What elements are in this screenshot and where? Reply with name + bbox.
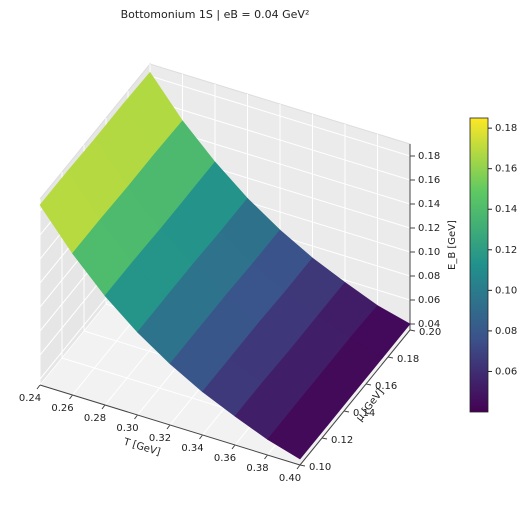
x-axis-line [39, 384, 301, 466]
y-tick-label: 0.12 [331, 435, 353, 446]
colorbar-tick-label: 0.12 [495, 245, 517, 256]
x-tick-label: 0.36 [214, 453, 236, 464]
z-axis-label: E_B [GeV] [447, 220, 458, 270]
colorbar [469, 117, 489, 413]
colorbar-tick-label: 0.14 [495, 204, 517, 215]
chart-title: Bottomonium 1S | eB = 0.04 GeV² [121, 8, 310, 21]
x-tick-label: 0.28 [84, 413, 106, 424]
x-tick-label: 0.26 [51, 403, 73, 414]
x-tick-label: 0.34 [181, 443, 203, 454]
z-tick-label: 0.08 [418, 271, 440, 282]
x-tick-label: 0.30 [116, 423, 138, 434]
colorbar-tick-label: 0.08 [495, 326, 517, 337]
z-tick-label: 0.18 [418, 151, 440, 162]
colorbar-tick-label: 0.10 [495, 285, 517, 296]
y-tick-label: 0.18 [397, 354, 419, 365]
z-tick-label: 0.12 [418, 223, 440, 234]
z-tick-label: 0.04 [418, 319, 440, 330]
x-tick-label: 0.32 [149, 433, 171, 444]
colorbar-tick-label: 0.18 [495, 123, 517, 134]
colorbar-tick-label: 0.16 [495, 164, 517, 175]
y-tick-label: 0.14 [353, 408, 375, 419]
x-tick [36, 384, 41, 390]
y-tick [409, 329, 416, 332]
x-tick [199, 434, 203, 440]
y-tick-label: 0.16 [375, 381, 397, 392]
y-tick [299, 464, 306, 467]
x-tick [296, 464, 301, 470]
x-tick [69, 394, 73, 400]
y-axis-line [299, 329, 411, 466]
grid-line [149, 75, 411, 157]
x-tick [134, 414, 138, 420]
y-tick [365, 383, 372, 386]
surface-patch [267, 405, 328, 460]
z-tick-label: 0.06 [418, 295, 440, 306]
y-tick-label: 0.10 [309, 462, 331, 473]
x-tick [231, 444, 236, 450]
x-tick [101, 404, 106, 410]
y-tick [343, 410, 350, 413]
x-tick [166, 424, 171, 430]
x-tick-label: 0.40 [279, 473, 301, 484]
colorbar-tick-label: 0.06 [495, 366, 517, 377]
y-tick [321, 437, 328, 440]
x-tick-label: 0.38 [246, 463, 268, 474]
x-tick-label: 0.24 [19, 393, 41, 404]
grid-line [149, 99, 411, 181]
z-tick-label: 0.16 [418, 175, 440, 186]
z-tick-label: 0.10 [418, 247, 440, 258]
y-tick-label: 0.20 [419, 327, 441, 338]
y-tick [387, 356, 394, 359]
z-tick-label: 0.14 [418, 199, 440, 210]
x-tick [264, 454, 268, 460]
